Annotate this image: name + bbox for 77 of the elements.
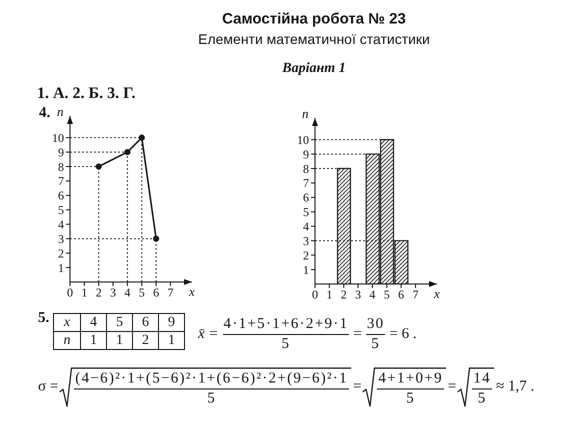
y-tick-label: 1 (303, 262, 309, 277)
text: 1. А. 2. Б. 3. Г. (37, 85, 136, 103)
text: 5 (282, 334, 290, 352)
text: Самостійна робота № 23 (222, 10, 406, 28)
text: x̄ = (198, 326, 219, 342)
y-axis-title: n (302, 106, 308, 121)
text: x (64, 315, 70, 330)
x-tick-label: 4 (369, 288, 376, 302)
text: = (352, 378, 362, 396)
point (124, 148, 131, 156)
text: (4−6)²·1+(5−6)²·1+(6−6)²·2+(9−6)²·1 (74, 370, 349, 388)
x-tick-label: 0 (67, 286, 73, 300)
x-tick-label: 2 (96, 286, 102, 300)
y-tick-label: 3 (303, 234, 309, 248)
y-tick-label: 8 (303, 162, 309, 176)
x-tick-label: 1 (326, 288, 332, 302)
x-tick-label: 3 (355, 288, 362, 302)
text: 5 (478, 389, 487, 406)
text: 9 (168, 315, 175, 330)
text: σ = (38, 378, 58, 396)
text: 4·1+5·1+6·2+9·1 (222, 316, 350, 334)
x-axis-title: x (189, 284, 195, 299)
point (138, 134, 145, 141)
y-tick-label: 7 (58, 174, 64, 188)
y-tick-label: 4 (303, 220, 309, 234)
text: 2 (142, 333, 149, 348)
y-tick-label: 6 (58, 188, 64, 203)
x-tick-label: 6 (153, 286, 160, 300)
y-tick-label: 9 (303, 147, 309, 162)
text: ≈ 1,7 . (496, 378, 534, 396)
text: 1 (168, 333, 175, 348)
text: 5 (371, 334, 380, 352)
text: 5. (38, 309, 50, 327)
text: 4+1+0+9 (377, 370, 444, 388)
y-tick-label: 5 (58, 203, 64, 218)
x-tick-label: 1 (81, 286, 88, 300)
x-tick-label: 5 (384, 288, 390, 302)
x-tick-label: 3 (110, 286, 116, 300)
text: 1 (90, 333, 97, 348)
x-tick-label: 0 (312, 288, 318, 302)
text: = 6 . (389, 326, 417, 342)
y-tick-label: 10 (297, 132, 309, 147)
text: = (353, 326, 362, 342)
y-tick-label: 4 (58, 218, 64, 232)
x-tick-label: 7 (412, 288, 418, 302)
text: 5 (406, 389, 416, 406)
y-tick-label: 6 (303, 190, 309, 205)
text: 5 (116, 315, 123, 330)
text: 30 (366, 316, 386, 334)
text: 6 (142, 315, 149, 330)
y-tick-label: 10 (52, 130, 64, 145)
y-axis-title: n (57, 104, 64, 119)
x-axis-title: x (434, 286, 440, 301)
x-tick-label: 6 (398, 288, 404, 302)
y-tick-label: 7 (303, 176, 309, 190)
text: Варіант 1 (282, 60, 346, 78)
text: 4 (90, 315, 97, 330)
y-tick-label: 1 (58, 260, 64, 275)
text: 1 (116, 333, 123, 348)
y-tick-label: 9 (58, 145, 64, 160)
text: n (64, 333, 70, 348)
text: 5 (207, 389, 216, 406)
y-tick-label: 3 (58, 232, 64, 246)
point (153, 236, 160, 242)
y-tick-label: 8 (58, 160, 64, 174)
x-tick-label: 2 (340, 288, 347, 302)
y-tick-label: 2 (58, 246, 64, 260)
text: Елементи математичної статистики (198, 30, 430, 48)
y-tick-label: 2 (303, 248, 309, 262)
text: = (448, 378, 456, 396)
x-tick-label: 5 (138, 286, 145, 300)
y-tick-label: 5 (303, 205, 309, 220)
text: 4. (39, 104, 50, 122)
x-tick-label: 4 (124, 286, 130, 300)
text: 14 (472, 370, 492, 388)
x-tick-label: 7 (167, 286, 174, 300)
point (96, 163, 102, 170)
